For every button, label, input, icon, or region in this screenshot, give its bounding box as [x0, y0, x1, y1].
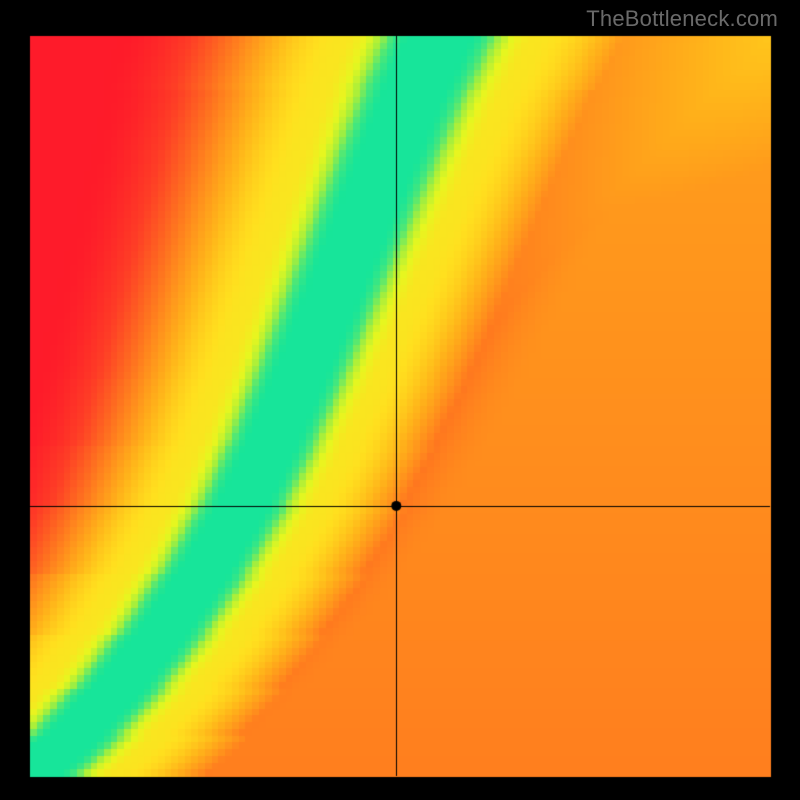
heatmap-canvas	[0, 0, 800, 800]
watermark-text: TheBottleneck.com	[586, 6, 778, 32]
figure-root: TheBottleneck.com	[0, 0, 800, 800]
